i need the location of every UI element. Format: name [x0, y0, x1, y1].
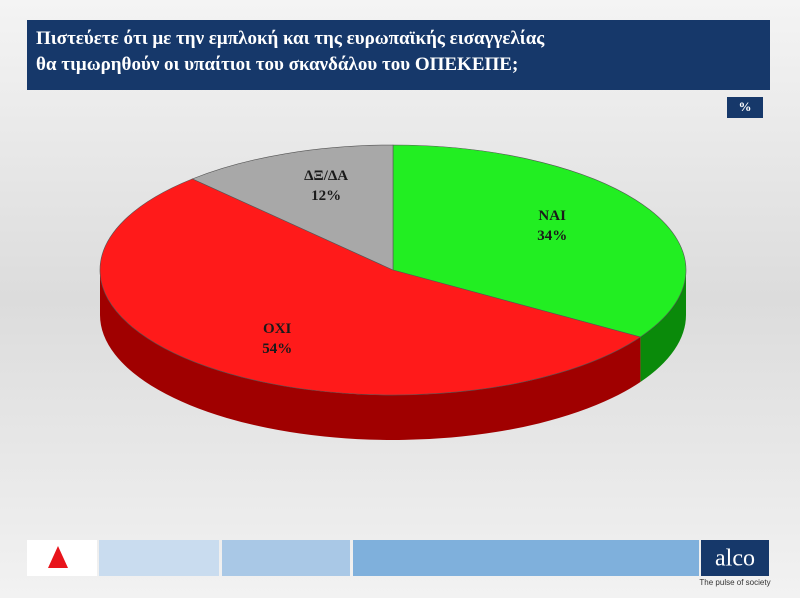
- slice-value: 54%: [262, 341, 292, 357]
- unit-label: %: [739, 99, 752, 114]
- title-line: Πιστεύετε ότι με την εμπλοκή και της ευρ…: [36, 28, 545, 49]
- footer-segment: [353, 540, 699, 576]
- unit-badge: [727, 97, 763, 118]
- tagline: The pulse of society: [699, 578, 770, 587]
- title-bar: [27, 20, 770, 90]
- pie: ΝΑΙ 34% ΟΧΙ 54% ΔΞ/ΔΑ 12%: [99, 144, 687, 440]
- slice-value: 34%: [537, 228, 567, 244]
- slice-label: ΟΧΙ: [263, 321, 292, 337]
- footer-segment: [222, 540, 350, 576]
- brand-box: [701, 540, 769, 576]
- logo-icon: [48, 546, 68, 568]
- slice-value: 12%: [311, 188, 341, 204]
- brand: alco: [715, 546, 755, 572]
- title-line: θα τιμωρηθούν οι υπαίτιοι του σκανδάλου …: [36, 54, 518, 75]
- slice-label: ΔΞ/ΔΑ: [304, 168, 348, 184]
- slice-side: [100, 270, 641, 440]
- slice-label: ΝΑΙ: [538, 208, 566, 224]
- slice-side: [640, 270, 686, 382]
- slice: [392, 144, 687, 338]
- footer-segment: [99, 540, 219, 576]
- slice: [191, 144, 394, 271]
- slice: [99, 178, 642, 396]
